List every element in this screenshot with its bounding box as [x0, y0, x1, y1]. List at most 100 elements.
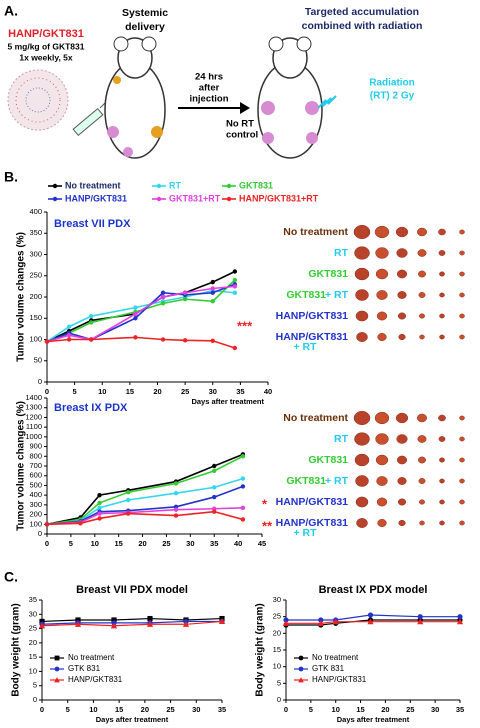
- mouse-right: [257, 36, 337, 159]
- tumor: [439, 478, 445, 484]
- tumor: [439, 457, 445, 463]
- marker: [210, 286, 215, 291]
- marker: [240, 476, 246, 481]
- tumor: [438, 250, 446, 256]
- chart-title: Breast IX PDX: [54, 402, 128, 414]
- radiation-label: Radiation: [369, 78, 415, 89]
- tumor: [356, 518, 368, 528]
- legend-label: GTK 831: [68, 664, 101, 673]
- tumor: [376, 311, 388, 321]
- x-tick-label: 20: [138, 539, 146, 548]
- x-axis-label: Days after treatment: [96, 715, 169, 724]
- x-tick-label: 5: [309, 705, 313, 714]
- legend-label: GKT831: [239, 180, 273, 190]
- legend-marker: [156, 196, 162, 202]
- x-tick-label: 15: [114, 539, 122, 548]
- y-tick-label: 250: [29, 271, 42, 280]
- tumor: [354, 246, 370, 260]
- marker: [97, 492, 102, 498]
- marker: [212, 509, 217, 514]
- photo-label: + RT: [293, 527, 317, 539]
- chart-title: Breast VII PDX model: [76, 584, 188, 596]
- marker: [126, 490, 131, 495]
- photo-label: GKT831: [286, 475, 326, 487]
- marker: [182, 290, 188, 295]
- x-axis-label: Days after treatment: [337, 715, 410, 724]
- legend-label: HANP/GKT831: [312, 675, 367, 684]
- legend-label: No treatment: [68, 653, 115, 662]
- x-tick-label: 30: [209, 387, 217, 396]
- y-tick-label: 30: [273, 595, 281, 604]
- x-tick-label: 20: [153, 387, 161, 396]
- photo-label: GKT831: [308, 454, 348, 466]
- schematic: A. HANP/GKT831 5 mg/kg of GKT831 1x week…: [4, 3, 423, 159]
- tumor: [438, 414, 446, 422]
- marker: [212, 463, 217, 469]
- legend-label: HANP/GKT831: [65, 193, 127, 203]
- y-tick-label: 20: [29, 638, 37, 647]
- y-tick-label: 10: [273, 662, 281, 671]
- tumor: [396, 248, 408, 258]
- marker: [182, 296, 188, 302]
- y-axis-label: Body weight (gram): [11, 603, 22, 696]
- y-axis-label: Tumor volume changes (%): [16, 232, 27, 362]
- delivery-label: delivery: [125, 21, 165, 33]
- marker: [240, 454, 246, 459]
- marker: [44, 339, 50, 344]
- dose: 5 mg/kg of GKT831: [8, 41, 85, 51]
- x-tick-label: 15: [115, 705, 123, 714]
- y-tick-label: 10: [29, 666, 37, 675]
- tumor: [355, 475, 369, 487]
- marker: [210, 290, 215, 295]
- legend-label: GKT831+RT: [169, 193, 221, 203]
- marker: [97, 505, 102, 510]
- y-tick-label: 300: [29, 500, 42, 509]
- photo-label: + RT: [325, 289, 349, 301]
- legend-marker: [52, 196, 58, 202]
- photo-label: No treatment: [283, 412, 348, 424]
- tumor: [355, 310, 369, 322]
- marker: [298, 666, 304, 672]
- y-tick-label: 150: [29, 313, 42, 322]
- wait-label: after: [199, 83, 220, 94]
- tumor: [374, 411, 390, 425]
- marker: [146, 621, 154, 627]
- series-line: [46, 283, 236, 343]
- significance: ***: [237, 318, 253, 333]
- tumor: [356, 332, 368, 342]
- x-tick-label: 30: [431, 705, 439, 714]
- x-tick-label: 25: [166, 705, 174, 714]
- marker: [318, 617, 324, 623]
- tumor: [398, 519, 406, 527]
- marker: [173, 481, 179, 486]
- marker: [133, 335, 138, 340]
- y-tick-label: 350: [29, 228, 42, 237]
- x-tick-label: 0: [40, 705, 44, 714]
- marker: [89, 320, 94, 325]
- wait-label: injection: [189, 94, 228, 105]
- legend-label: HANP/GKT831+RT: [239, 193, 319, 203]
- y-tick-label: 1200: [25, 412, 42, 421]
- accumulation-label: combined with radiation: [302, 20, 423, 32]
- tumor: [376, 497, 388, 507]
- syringe: [72, 97, 111, 137]
- x-tick-label: 20: [141, 705, 149, 714]
- tumor: [439, 313, 445, 319]
- photo-label: GKT831: [308, 268, 348, 280]
- y-tick-label: 500: [29, 480, 42, 489]
- y-tick-label: 1300: [25, 403, 42, 412]
- tumor: [439, 520, 445, 526]
- x-axis-label: Days after treatment: [191, 397, 264, 406]
- tumor: [459, 334, 465, 340]
- x-tick-label: 10: [91, 539, 99, 548]
- tumor: [397, 498, 407, 506]
- arrow: [178, 102, 250, 114]
- tumor: [417, 413, 427, 423]
- x-tick-label: 40: [234, 539, 242, 548]
- y-tick-label: 15: [273, 645, 281, 654]
- y-tick-label: 200: [29, 510, 42, 519]
- mouse-left: [104, 36, 166, 159]
- marker: [283, 617, 289, 623]
- legend-label: HANP/GKT831: [68, 675, 123, 684]
- marker: [133, 311, 138, 317]
